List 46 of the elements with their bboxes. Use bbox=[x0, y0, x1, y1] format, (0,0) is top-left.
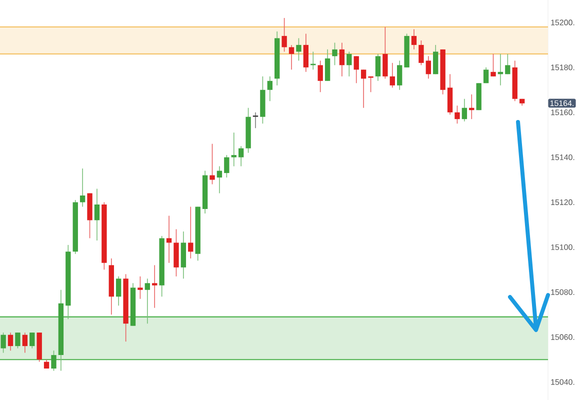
candlestick bbox=[454, 105, 460, 124]
candlestick bbox=[346, 51, 352, 77]
candlestick bbox=[368, 76, 374, 93]
candlestick bbox=[288, 44, 294, 70]
candlestick bbox=[324, 49, 330, 82]
candlestick bbox=[216, 166, 222, 194]
candlestick bbox=[144, 278, 150, 324]
candlestick bbox=[94, 188, 100, 241]
candlestick bbox=[15, 332, 20, 349]
candlestick bbox=[332, 42, 338, 66]
candlestick bbox=[462, 98, 468, 122]
candlestick bbox=[396, 60, 402, 90]
candlestick bbox=[210, 143, 215, 185]
candlestick bbox=[426, 56, 431, 80]
candlestick bbox=[282, 18, 287, 52]
candlestick bbox=[231, 132, 236, 167]
candlestick bbox=[339, 42, 345, 77]
candlestick bbox=[224, 154, 230, 178]
candlestick bbox=[483, 67, 489, 84]
candlestick bbox=[303, 33, 309, 72]
candlestick bbox=[433, 44, 438, 75]
candlestick bbox=[318, 60, 323, 93]
candlestick bbox=[411, 28, 417, 50]
candlestick bbox=[490, 54, 496, 77]
candlestick bbox=[0, 332, 6, 354]
candlestick bbox=[418, 40, 424, 66]
candlestick bbox=[267, 76, 272, 102]
candlestick bbox=[80, 168, 86, 208]
candlestick bbox=[188, 206, 194, 259]
candlestick bbox=[8, 332, 14, 351]
candlestick bbox=[390, 62, 395, 88]
candlestick bbox=[116, 276, 122, 306]
candlestick bbox=[138, 276, 143, 300]
candlestick bbox=[382, 26, 388, 80]
candlestick bbox=[252, 112, 258, 128]
candlestick bbox=[296, 38, 302, 62]
candlestick bbox=[152, 264, 158, 308]
candlestick bbox=[51, 350, 56, 372]
candlestick bbox=[505, 54, 510, 75]
candlestick bbox=[22, 332, 28, 354]
candlestick bbox=[166, 215, 172, 264]
candlestick bbox=[238, 146, 244, 167]
candlestick bbox=[354, 56, 359, 84]
candlestick bbox=[30, 332, 35, 349]
candlestick bbox=[375, 54, 381, 82]
candlestick bbox=[360, 69, 366, 108]
